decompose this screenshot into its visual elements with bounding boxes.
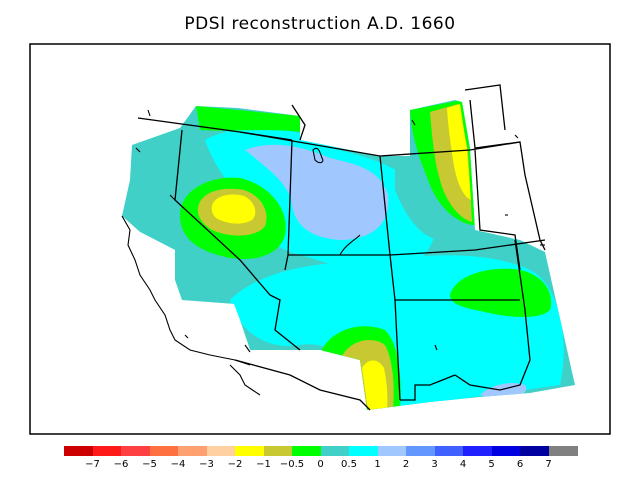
contour-cyan-east xyxy=(395,160,460,240)
unmapped-coastal-region xyxy=(122,216,250,360)
contour-green-north xyxy=(196,106,300,132)
coastlines xyxy=(121,109,545,396)
contour-lightblue-center xyxy=(245,144,389,240)
contour-yellow-south xyxy=(362,360,388,410)
map-frame xyxy=(29,43,611,435)
contour-yellow-nv xyxy=(211,194,256,224)
contour-yellow-ne xyxy=(447,104,471,200)
map-title: PDSI reconstruction A.D. 1660 xyxy=(184,14,456,34)
contour-green-east xyxy=(450,268,552,317)
